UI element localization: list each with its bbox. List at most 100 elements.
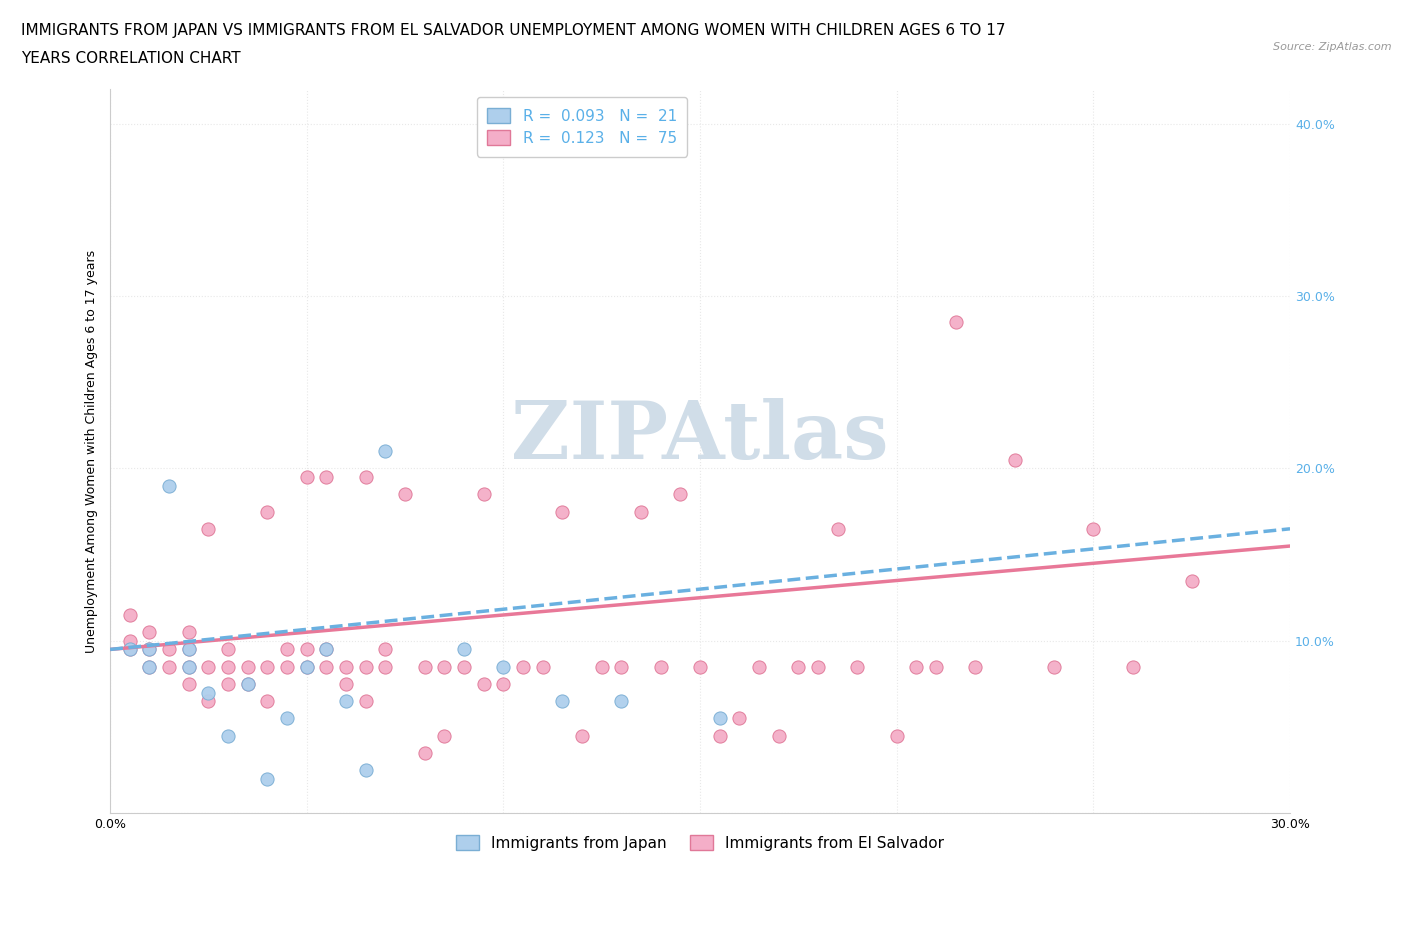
Point — [492, 676, 515, 691]
Point — [748, 659, 770, 674]
Point — [197, 659, 219, 674]
Point — [217, 676, 239, 691]
Point — [177, 659, 200, 674]
Point — [610, 659, 633, 674]
Point — [177, 659, 200, 674]
Point — [650, 659, 672, 674]
Point — [236, 676, 259, 691]
Point — [571, 728, 593, 743]
Point — [315, 470, 337, 485]
Point — [236, 676, 259, 691]
Point — [591, 659, 613, 674]
Point — [118, 642, 141, 657]
Point — [394, 487, 416, 502]
Text: IMMIGRANTS FROM JAPAN VS IMMIGRANTS FROM EL SALVADOR UNEMPLOYMENT AMONG WOMEN WI: IMMIGRANTS FROM JAPAN VS IMMIGRANTS FROM… — [21, 23, 1005, 38]
Point — [217, 642, 239, 657]
Point — [177, 625, 200, 640]
Point — [846, 659, 869, 674]
Point — [453, 642, 475, 657]
Point — [827, 522, 849, 537]
Point — [807, 659, 830, 674]
Point — [335, 659, 357, 674]
Point — [1083, 522, 1105, 537]
Point — [236, 659, 259, 674]
Point — [256, 659, 278, 674]
Point — [453, 659, 475, 674]
Point — [728, 711, 751, 725]
Point — [138, 625, 160, 640]
Point — [138, 642, 160, 657]
Point — [256, 771, 278, 786]
Point — [157, 659, 180, 674]
Point — [177, 642, 200, 657]
Point — [197, 694, 219, 709]
Point — [276, 642, 298, 657]
Y-axis label: Unemployment Among Women with Children Ages 6 to 17 years: Unemployment Among Women with Children A… — [86, 249, 98, 653]
Point — [512, 659, 534, 674]
Point — [669, 487, 692, 502]
Point — [551, 694, 574, 709]
Point — [492, 659, 515, 674]
Point — [413, 745, 436, 760]
Point — [295, 659, 318, 674]
Point — [354, 659, 377, 674]
Point — [276, 711, 298, 725]
Point — [315, 642, 337, 657]
Point — [433, 659, 456, 674]
Point — [197, 685, 219, 700]
Point — [335, 694, 357, 709]
Point — [276, 659, 298, 674]
Point — [138, 659, 160, 674]
Point — [295, 470, 318, 485]
Point — [315, 659, 337, 674]
Point — [217, 728, 239, 743]
Point — [315, 642, 337, 657]
Point — [472, 676, 495, 691]
Point — [689, 659, 711, 674]
Text: YEARS CORRELATION CHART: YEARS CORRELATION CHART — [21, 51, 240, 66]
Text: ZIPAtlas: ZIPAtlas — [512, 398, 889, 476]
Point — [472, 487, 495, 502]
Point — [768, 728, 790, 743]
Point — [118, 607, 141, 622]
Point — [925, 659, 948, 674]
Point — [335, 676, 357, 691]
Point — [433, 728, 456, 743]
Point — [610, 694, 633, 709]
Point — [1043, 659, 1066, 674]
Point — [177, 676, 200, 691]
Point — [1004, 452, 1026, 467]
Point — [177, 642, 200, 657]
Point — [787, 659, 810, 674]
Point — [886, 728, 908, 743]
Point — [374, 659, 396, 674]
Point — [157, 478, 180, 493]
Point — [354, 470, 377, 485]
Point — [118, 642, 141, 657]
Point — [354, 694, 377, 709]
Point — [138, 659, 160, 674]
Point — [295, 659, 318, 674]
Point — [531, 659, 554, 674]
Legend: Immigrants from Japan, Immigrants from El Salvador: Immigrants from Japan, Immigrants from E… — [447, 826, 953, 859]
Point — [905, 659, 928, 674]
Point — [1181, 573, 1204, 588]
Point — [197, 522, 219, 537]
Point — [945, 314, 967, 329]
Point — [295, 642, 318, 657]
Point — [374, 444, 396, 458]
Point — [413, 659, 436, 674]
Point — [965, 659, 987, 674]
Point — [354, 763, 377, 777]
Point — [256, 694, 278, 709]
Point — [1122, 659, 1144, 674]
Point — [630, 504, 652, 519]
Point — [374, 642, 396, 657]
Point — [157, 642, 180, 657]
Point — [138, 642, 160, 657]
Point — [256, 504, 278, 519]
Point — [551, 504, 574, 519]
Point — [709, 728, 731, 743]
Point — [709, 711, 731, 725]
Point — [217, 659, 239, 674]
